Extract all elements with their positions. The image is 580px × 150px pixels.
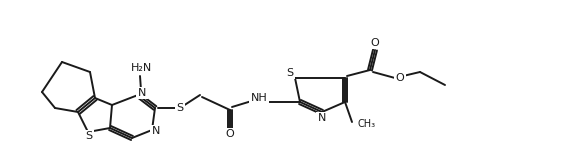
- Text: N: N: [318, 113, 326, 123]
- Text: O: O: [371, 38, 379, 48]
- Text: S: S: [176, 103, 183, 113]
- Text: O: O: [226, 129, 234, 139]
- Text: N: N: [138, 88, 146, 98]
- Text: N: N: [152, 126, 160, 136]
- Text: S: S: [287, 68, 293, 78]
- Text: S: S: [85, 131, 93, 141]
- Text: H₂N: H₂N: [130, 63, 151, 73]
- Text: NH: NH: [251, 93, 267, 103]
- Text: CH₃: CH₃: [357, 119, 375, 129]
- Text: O: O: [396, 73, 404, 83]
